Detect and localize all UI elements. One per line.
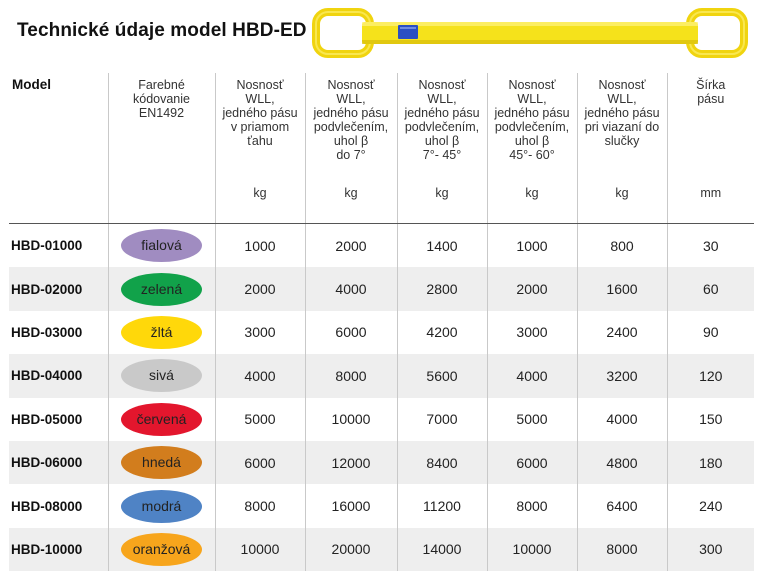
cell-model: HBD-01000: [11, 238, 83, 254]
cell-wll-straight: 2000: [214, 267, 305, 311]
sling-product-image: [312, 8, 748, 58]
color-code-badge: sivá: [121, 359, 202, 393]
cell-width: 180: [666, 440, 754, 485]
unit-label: kg: [525, 186, 539, 200]
cell-wll-loop: 4000: [576, 397, 667, 441]
table-row: HBD-05000 červená 5000 10000 7000 5000 4000 150: [9, 397, 754, 441]
cell-model: HBD-06000: [9, 440, 108, 485]
cell-color: žltá: [107, 310, 215, 355]
cell-color: oranžová: [107, 527, 215, 572]
cell-model: HBD-02000: [9, 267, 108, 311]
cell-wll-choke-45-60: 8000: [486, 484, 577, 528]
cell-wll-choke-7: 6000: [304, 310, 397, 355]
cell-width: 240: [666, 484, 754, 528]
unit-label: kg: [615, 186, 629, 200]
cell-wll-choke-7-45: 4200: [396, 310, 487, 355]
unit-label: kg: [253, 186, 267, 200]
color-code-badge: červená: [121, 402, 202, 436]
cell-wll-straight: 3000: [214, 310, 305, 355]
cell-wll-loop: 1600: [576, 267, 667, 311]
table-header-row: Model Farebné kódovanie EN1492 Nosnosť W…: [9, 73, 754, 224]
cell-model: HBD-04000: [9, 354, 108, 398]
cell-wll-choke-45-60: 6000: [486, 440, 577, 485]
cell-wll-choke-7: 20000: [304, 527, 397, 572]
header-wll-choke-45-60: Nosnosť WLL, jedného pásu podvlečením, u…: [486, 73, 577, 224]
cell-wll-choke-7-45: 14000: [396, 527, 487, 572]
cell-wll-straight: 10000: [214, 527, 305, 572]
cell-model: HBD-08000: [11, 498, 83, 514]
cell-wll-straight: 5000: [214, 397, 305, 441]
cell-wll-loop: 2400: [576, 310, 667, 355]
table-row: HBD-01000 fialová 1000 2000 1400 1000 800 30: [9, 223, 754, 268]
cell-color: sivá: [107, 354, 215, 398]
table-row: HBD-06000 hnedá 6000 12000 8400 6000 4800 180: [9, 440, 754, 485]
cell-width: 60: [666, 267, 754, 311]
color-code-badge: hnedá: [121, 446, 202, 480]
cell-width: 120: [666, 354, 754, 398]
cell-wll-choke-7: 12000: [304, 440, 397, 485]
cell-model: HBD-03000: [11, 324, 83, 340]
technical-specs-table: Model Farebné kódovanie EN1492 Nosnosť W…: [9, 73, 754, 572]
unit-label: kg: [344, 186, 358, 200]
color-code-badge: modrá: [121, 489, 202, 523]
cell-color: modrá: [107, 484, 215, 528]
header-wll-straight: Nosnosť WLL, jedného pásu v priamom ťahu…: [214, 73, 305, 224]
color-code-badge: zelená: [121, 272, 202, 306]
cell-wll-choke-45-60: 2000: [486, 267, 577, 311]
header-wll-loop: Nosnosť WLL, jedného pásu pri viazaní do…: [576, 73, 667, 224]
cell-color: zelená: [107, 267, 215, 311]
cell-wll-loop: 6400: [576, 484, 667, 528]
cell-wll-choke-7-45: 5600: [396, 354, 487, 398]
cell-wll-choke-45-60: 1000: [486, 223, 577, 268]
cell-wll-choke-7-45: 8400: [396, 440, 487, 485]
color-code-badge: žltá: [121, 315, 202, 349]
cell-wll-choke-7: 8000: [304, 354, 397, 398]
cell-wll-straight: 1000: [214, 223, 305, 268]
cell-wll-choke-45-60: 4000: [486, 354, 577, 398]
cell-wll-choke-45-60: 10000: [486, 527, 577, 572]
cell-model: HBD-05000: [11, 411, 83, 427]
cell-model: HBD-10000: [9, 527, 108, 572]
cell-color: hnedá: [107, 440, 215, 485]
header-color-coding: Farebné kódovanie EN1492: [107, 73, 215, 224]
cell-wll-choke-45-60: 5000: [486, 397, 577, 441]
cell-width: 90: [666, 310, 754, 355]
cell-wll-loop: 4800: [576, 440, 667, 485]
cell-wll-choke-7-45: 7000: [396, 397, 487, 441]
cell-wll-choke-7: 2000: [304, 223, 397, 268]
color-code-badge: fialová: [121, 229, 202, 263]
cell-wll-loop: 800: [576, 223, 667, 268]
header-wll-choke-7-45: Nosnosť WLL, jedného pásu podvlečením, u…: [396, 73, 487, 224]
cell-wll-choke-7: 10000: [304, 397, 397, 441]
table-row: HBD-04000 sivá 4000 8000 5600 4000 3200 120: [9, 354, 754, 398]
cell-wll-loop: 3200: [576, 354, 667, 398]
table-row: HBD-08000 modrá 8000 16000 11200 8000 6400 240: [9, 484, 754, 528]
cell-color: červená: [107, 397, 215, 441]
cell-wll-choke-7: 16000: [304, 484, 397, 528]
unit-label: mm: [700, 186, 722, 200]
cell-wll-straight: 8000: [214, 484, 305, 528]
cell-wll-loop: 8000: [576, 527, 667, 572]
cell-wll-choke-7-45: 1400: [396, 223, 487, 268]
cell-wll-straight: 6000: [214, 440, 305, 485]
header-wll-choke-7: Nosnosť WLL, jedného pásu podvlečením, u…: [304, 73, 397, 224]
cell-width: 30: [666, 223, 754, 268]
cell-wll-straight: 4000: [214, 354, 305, 398]
cell-color: fialová: [107, 223, 215, 268]
header-width: Šírka pásu mm: [666, 73, 754, 224]
cell-wll-choke-7: 4000: [304, 267, 397, 311]
table-row: HBD-10000 oranžová 10000 20000 14000 10000 800…: [9, 527, 754, 572]
cell-wll-choke-7-45: 11200: [396, 484, 487, 528]
cell-width: 300: [666, 527, 754, 572]
table-row: HBD-03000 žltá 3000 6000 4200 3000 2400 90: [9, 310, 754, 355]
table-row: HBD-02000 zelená 2000 4000 2800 2000 1600 60: [9, 267, 754, 311]
color-code-badge: oranžová: [121, 532, 202, 566]
cell-width: 150: [666, 397, 754, 441]
cell-wll-choke-45-60: 3000: [486, 310, 577, 355]
page-title: Technické údaje model HBD-ED: [17, 20, 307, 41]
unit-label: kg: [435, 186, 449, 200]
cell-wll-choke-7-45: 2800: [396, 267, 487, 311]
header-model: Model: [9, 73, 108, 224]
